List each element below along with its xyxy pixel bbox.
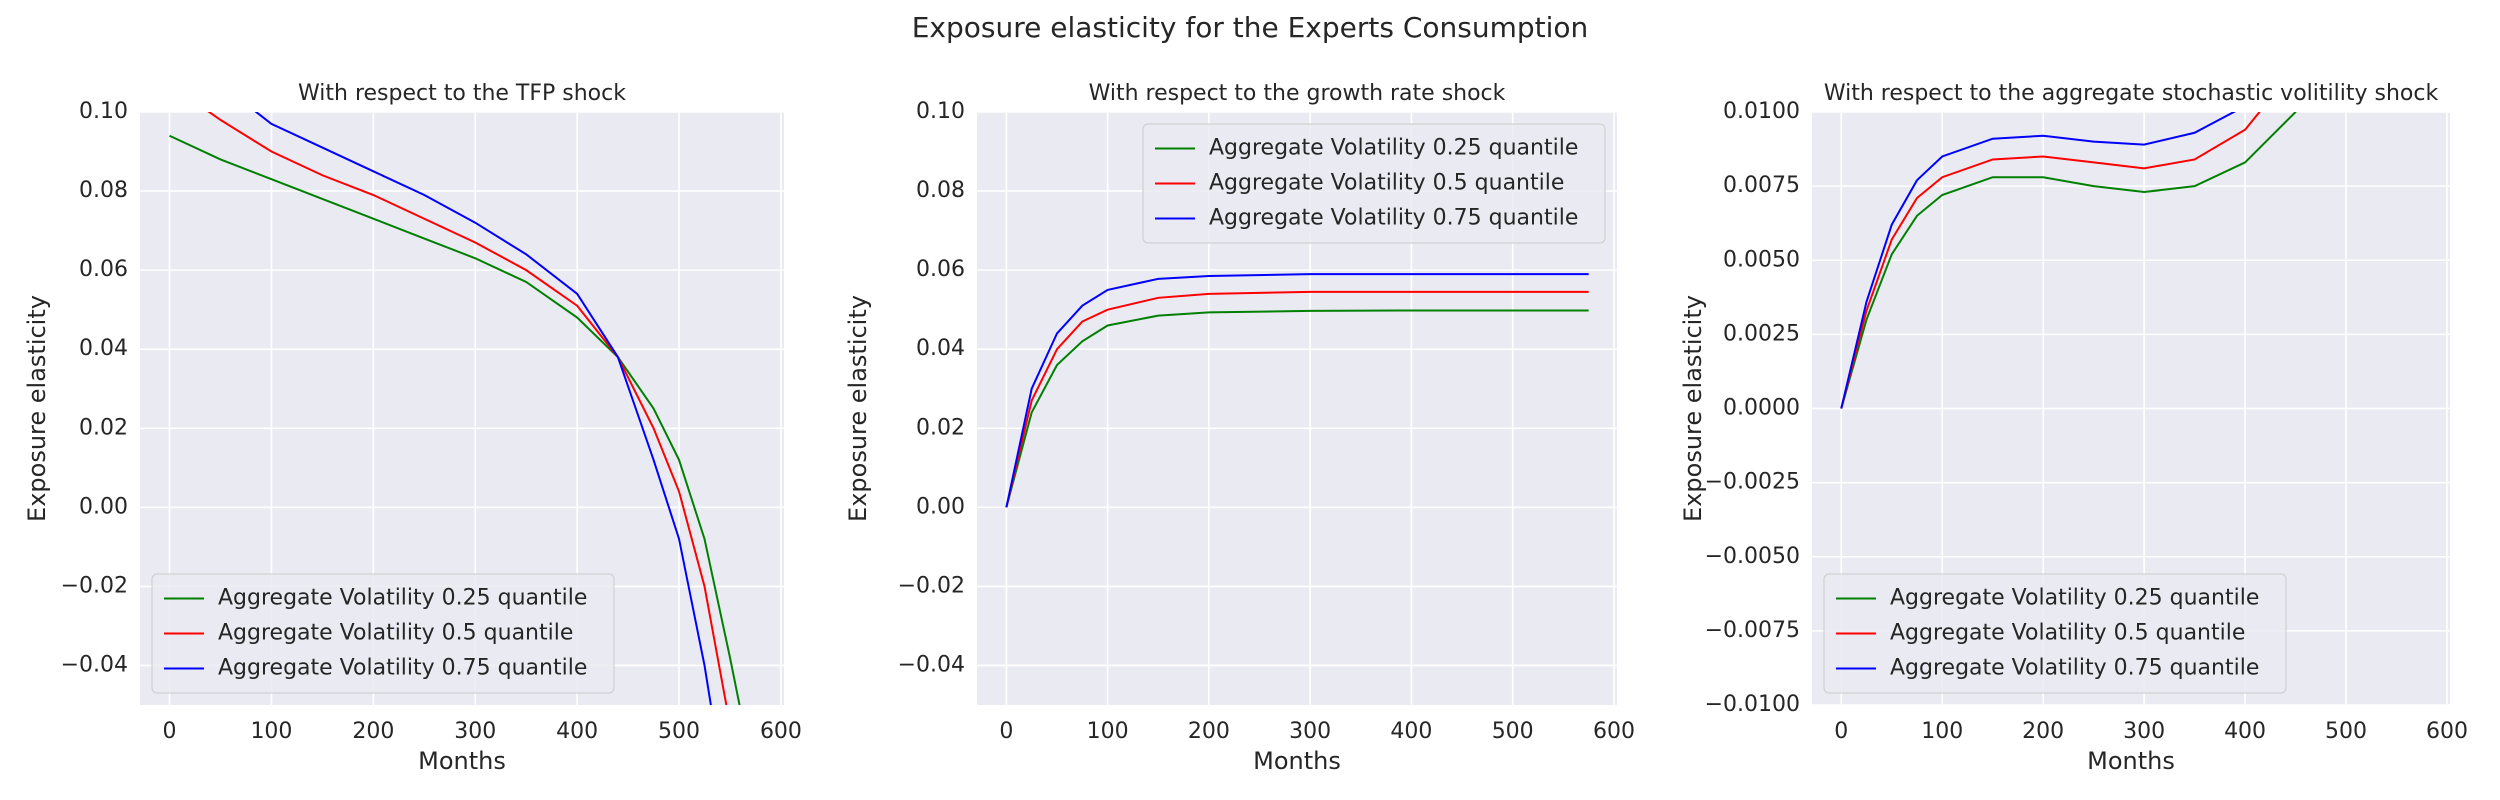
x-tick-label: 600 — [2426, 719, 2468, 744]
y-tick-label: 0.02 — [916, 415, 965, 440]
x-tick-label: 0 — [999, 719, 1013, 744]
y-tick-label: 0.10 — [79, 99, 128, 124]
x-tick-label: 400 — [556, 719, 598, 744]
legend-label: Aggregate Volatility 0.25 quantile — [1890, 586, 2259, 611]
y-tick-label: 0.06 — [916, 257, 965, 282]
lines — [1840, 112, 2297, 409]
x-tick-label: 100 — [250, 719, 292, 744]
legend-label: Aggregate Volatility 0.5 quantile — [1209, 171, 1564, 196]
y-tick-label: 0.00 — [79, 494, 128, 519]
y-tick-label: 0.0100 — [1723, 99, 1800, 124]
y-tick-label: 0.10 — [916, 99, 965, 124]
legend-label: Aggregate Volatility 0.75 quantile — [1890, 656, 2259, 681]
subplot: 0 100 200 300 400 500 600 −0.0100 −0.0075 −0.0050… — [1679, 81, 2468, 775]
y-tick-label: 0.0000 — [1723, 396, 1800, 421]
x-tick-label: 200 — [1188, 719, 1230, 744]
x-tick-label: 500 — [658, 719, 700, 744]
x-tick-label: 300 — [2123, 719, 2165, 744]
legend-label: Aggregate Volatility 0.5 quantile — [218, 621, 573, 646]
y-tick-label: 0.04 — [916, 336, 965, 361]
x-tick-label: 100 — [1087, 719, 1129, 744]
x-tick-label: 0 — [163, 719, 177, 744]
lines — [1005, 273, 1589, 508]
y-tick-label: 0.08 — [916, 178, 965, 203]
series-line — [169, 134, 741, 705]
y-tick-label: 0.0075 — [1723, 173, 1800, 198]
series-line — [1840, 112, 2297, 409]
y-tick-label: −0.0100 — [1705, 692, 1800, 717]
legend-label: Aggregate Volatility 0.25 quantile — [218, 586, 587, 611]
y-axis-label: Exposure elasticity — [1679, 295, 1707, 522]
legend-label: Aggregate Volatility 0.75 quantile — [1209, 206, 1578, 231]
series-line — [207, 112, 728, 705]
legend-label: Aggregate Volatility 0.25 quantile — [1209, 136, 1578, 161]
legend: Aggregate Volatility 0.25 quantile Aggreg… — [1823, 573, 2287, 694]
x-axis-label: Months — [418, 747, 506, 775]
x-tick-label: 300 — [1289, 719, 1331, 744]
y-tick-label: 0.0025 — [1723, 321, 1800, 346]
y-tick-label: −0.04 — [61, 652, 128, 677]
x-tick-label: 600 — [760, 719, 802, 744]
series-line — [254, 112, 712, 705]
x-tick-label: 500 — [1492, 719, 1534, 744]
y-tick-label: −0.0050 — [1705, 544, 1800, 569]
legend-box — [1823, 573, 2287, 694]
x-tick-label: 0 — [1834, 719, 1848, 744]
y-tick-label: −0.0025 — [1705, 470, 1800, 495]
x-axis-label: Months — [1253, 747, 1341, 775]
y-tick-label: 0.08 — [79, 178, 128, 203]
x-tick-label: 500 — [2325, 719, 2367, 744]
y-tick-label: 0.06 — [79, 257, 128, 282]
subplot: 0 100 200 300 400 500 600 −0.04 −0.02 0.00 0.02 0.0… — [23, 81, 802, 775]
subplot: 0 100 200 300 400 500 600 −0.04 −0.02 0.00 0.02 0.0… — [844, 81, 1635, 775]
x-tick-label: 200 — [2022, 719, 2064, 744]
series-line — [1840, 112, 2261, 409]
legend: Aggregate Volatility 0.25 quantile Aggreg… — [151, 573, 615, 694]
subplot-title: With respect to the aggregate stochastic… — [1824, 81, 2439, 106]
x-tick-label: 300 — [454, 719, 496, 744]
lines — [169, 112, 741, 705]
legend: Aggregate Volatility 0.25 quantile Aggreg… — [1142, 123, 1606, 244]
y-tick-label: −0.02 — [898, 573, 965, 598]
legend-box — [1142, 123, 1606, 244]
subplot-title: With respect to the TFP shock — [298, 81, 626, 106]
x-axis-label: Months — [2087, 747, 2175, 775]
x-tick-label: 100 — [1921, 719, 1963, 744]
x-tick-label: 400 — [2224, 719, 2266, 744]
legend-label: Aggregate Volatility 0.75 quantile — [218, 656, 587, 681]
x-tick-label: 600 — [1593, 719, 1635, 744]
x-tick-label: 400 — [1390, 719, 1432, 744]
y-tick-label: 0.02 — [79, 415, 128, 440]
legend-label: Aggregate Volatility 0.5 quantile — [1890, 621, 2245, 646]
y-tick-label: 0.04 — [79, 336, 128, 361]
y-tick-label: −0.04 — [898, 652, 965, 677]
legend-box — [151, 573, 615, 694]
subplot-title: With respect to the growth rate shock — [1089, 81, 1506, 106]
figure-title: Exposure elasticity for the Experts Cons… — [912, 11, 1589, 44]
series-line — [1005, 309, 1589, 508]
series-line — [1005, 273, 1589, 508]
y-axis-label: Exposure elasticity — [844, 295, 872, 522]
series-line — [1005, 290, 1589, 508]
y-tick-label: 0.0050 — [1723, 247, 1800, 272]
y-tick-label: −0.02 — [61, 573, 128, 598]
x-tick-label: 200 — [352, 719, 394, 744]
series-line — [1840, 112, 2236, 409]
y-axis-label: Exposure elasticity — [23, 295, 51, 522]
y-tick-label: −0.0075 — [1705, 618, 1800, 643]
y-tick-label: 0.00 — [916, 494, 965, 519]
